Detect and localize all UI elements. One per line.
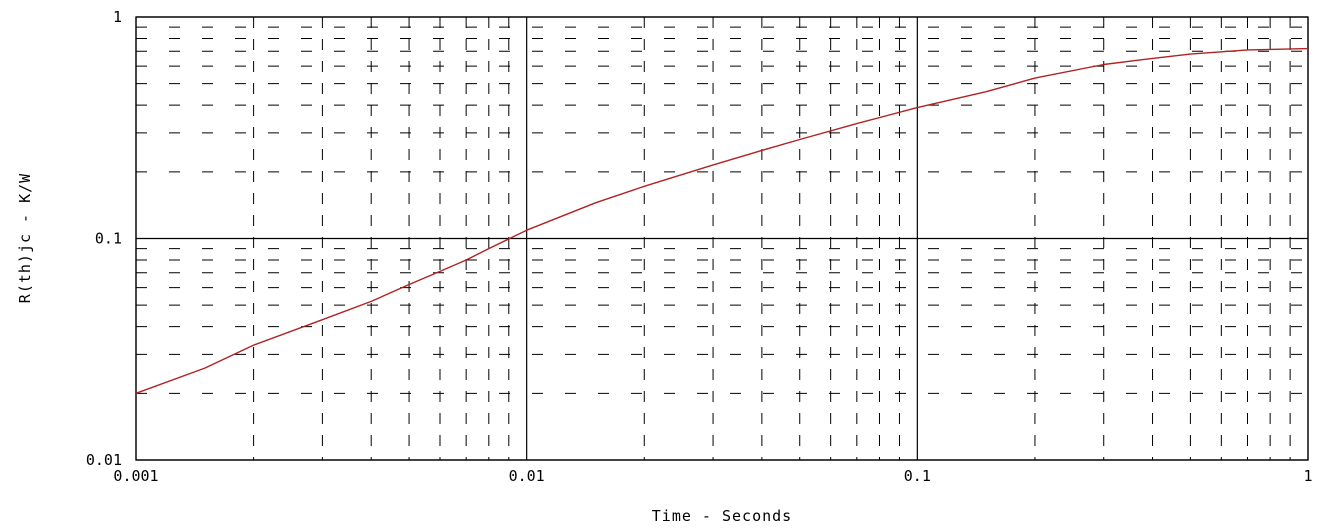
- series-layer: [135, 47, 1309, 394]
- y-tick-label: 0.01: [86, 451, 122, 469]
- series-line: [135, 47, 1309, 394]
- x-tick-label: 0.01: [509, 467, 545, 485]
- x-tick-labels: 0.001 0.01 0.1 1: [113, 467, 1312, 485]
- y-tick-label: 1: [113, 8, 122, 26]
- x-tick-label: 0.001: [113, 467, 158, 485]
- x-axis-title: Time - Seconds: [652, 507, 792, 525]
- y-tick-label: 0.1: [95, 230, 122, 248]
- y-axis-title: R(th)jc - K/W: [16, 173, 34, 303]
- x-tick-label: 1: [1303, 467, 1312, 485]
- plot-frame: [135, 16, 1309, 461]
- y-tick-labels: 0.01 0.1 1: [86, 8, 122, 469]
- x-tick-label: 0.1: [904, 467, 931, 485]
